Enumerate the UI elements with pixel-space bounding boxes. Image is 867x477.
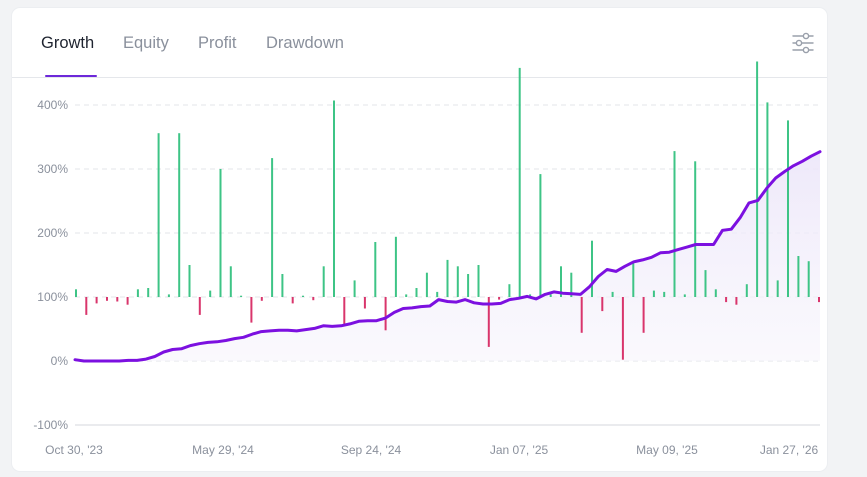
gain-bar	[219, 169, 222, 297]
gain-bar	[436, 291, 439, 297]
tab-equity[interactable]: Equity	[123, 34, 169, 52]
x-tick-label: May 29, '24	[192, 443, 254, 457]
y-tick-label: 200%	[37, 226, 68, 240]
x-tick-label: Jan 27, '26	[760, 443, 819, 457]
x-tick-label: Sep 24, '24	[341, 443, 402, 457]
loss-bar	[312, 297, 315, 301]
tab-profit[interactable]: Profit	[198, 34, 237, 52]
gain-bar	[446, 259, 449, 297]
gain-bar	[229, 266, 232, 297]
gain-bar	[539, 174, 542, 297]
gain-bar	[157, 133, 160, 297]
loss-bar	[735, 297, 738, 305]
gain-bar	[560, 266, 562, 297]
gain-bar	[415, 288, 418, 297]
gain-bar	[188, 265, 191, 297]
gain-bar	[787, 120, 789, 298]
sliders-icon	[792, 32, 814, 54]
tab-bar: Growth Equity Profit Drawdown	[12, 8, 827, 78]
loss-bar	[343, 297, 346, 326]
loss-bar	[126, 297, 129, 305]
gain-bar	[240, 295, 243, 297]
gain-bar	[508, 284, 511, 297]
loss-bar	[291, 297, 294, 304]
gain-bar	[570, 272, 573, 297]
x-tick-label: May 09, '25	[636, 443, 698, 457]
gain-bar	[673, 151, 676, 297]
y-tick-label: 100%	[37, 290, 68, 304]
gain-bar	[591, 240, 593, 297]
loss-bar	[498, 297, 501, 300]
loss-bar	[384, 297, 387, 331]
gain-bar	[353, 280, 356, 297]
growth-area	[75, 151, 820, 361]
gain-bar	[467, 274, 470, 297]
gain-bar	[611, 291, 614, 297]
gain-bar	[663, 291, 666, 297]
loss-bar	[601, 297, 604, 312]
gain-bar	[797, 256, 800, 297]
loss-bar	[580, 297, 583, 333]
y-tick-label: 400%	[37, 98, 68, 112]
loss-bar	[818, 297, 820, 303]
gain-bar	[136, 289, 139, 297]
tab-drawdown[interactable]: Drawdown	[266, 34, 344, 52]
gain-bar	[178, 133, 181, 297]
gain-bar	[694, 161, 697, 297]
y-tick-label: 0%	[51, 354, 69, 368]
gain-bar	[714, 289, 717, 297]
loss-bar	[363, 297, 366, 309]
loss-bar	[642, 297, 645, 333]
gain-bar	[766, 102, 769, 298]
gain-bar	[394, 236, 397, 297]
active-tab-indicator	[45, 75, 97, 77]
growth-line	[73, 150, 822, 363]
gain-bar	[322, 266, 325, 297]
gain-bar	[75, 289, 77, 297]
x-tick-label: Oct 30, '23	[45, 443, 103, 457]
gain-bar	[333, 100, 335, 297]
loss-bar	[85, 297, 88, 315]
gain-bar	[271, 158, 274, 297]
loss-bar	[621, 297, 624, 360]
growth-card: Growth Equity Profit Drawdown 400% 300% 20…	[12, 8, 827, 471]
gain-bar	[374, 242, 377, 297]
x-tick-label: Jan 07, '25	[490, 443, 549, 457]
gain-bar	[549, 294, 552, 297]
loss-bar	[198, 297, 201, 315]
gain-bar	[683, 294, 686, 297]
loss-bar	[260, 297, 263, 301]
gain-bar	[632, 261, 635, 297]
gain-bar	[405, 294, 408, 297]
gain-bar	[425, 272, 428, 297]
gain-bar	[652, 290, 655, 297]
y-tick-label: 300%	[37, 162, 68, 176]
gain-bar	[745, 284, 748, 297]
gain-bar	[456, 266, 459, 297]
loss-bar	[725, 297, 728, 303]
gain-bar	[807, 261, 810, 297]
loss-bar	[487, 297, 490, 347]
loss-bar	[250, 297, 253, 323]
loss-bar	[95, 297, 98, 304]
gain-bar	[147, 288, 150, 297]
gain-bar	[518, 67, 521, 298]
gain-bar	[281, 274, 284, 297]
loss-bar	[116, 297, 119, 302]
filter-settings-button[interactable]	[790, 30, 816, 56]
gain-bar	[776, 280, 779, 297]
gain-bar	[756, 61, 759, 297]
tab-growth[interactable]: Growth	[41, 34, 95, 52]
gain-bar	[477, 265, 480, 297]
gain-bar	[209, 290, 212, 297]
growth-chart: 400% 300% 200% 100% 0% -100% Oct 30, '23 May 29…	[33, 61, 822, 457]
y-tick-label: -100%	[33, 418, 68, 432]
gain-bar	[302, 295, 304, 297]
loss-bar	[106, 297, 108, 301]
gain-bar	[704, 270, 707, 297]
gain-bar	[167, 294, 170, 297]
